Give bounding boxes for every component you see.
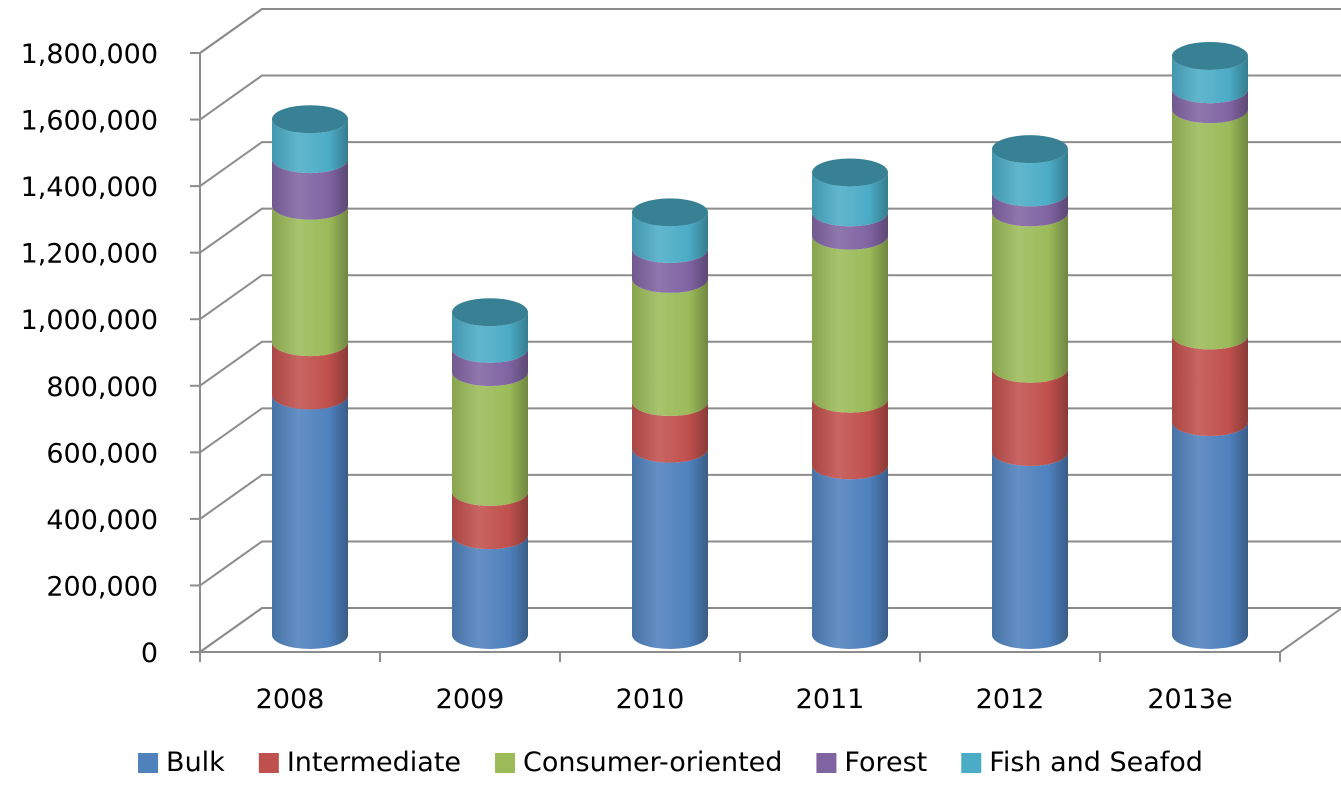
x-tick-label: 2013e xyxy=(1147,684,1232,715)
bar-top-cap xyxy=(812,158,888,187)
bar-segment-consumer-oriented xyxy=(452,372,528,506)
x-tick-label: 2012 xyxy=(976,684,1045,715)
back-wall-top xyxy=(199,8,1341,54)
legend-item-intermediate: Intermediate xyxy=(258,747,461,778)
chart-walls xyxy=(199,8,1341,653)
legend-label: Fish and Seafod xyxy=(989,747,1203,778)
y-tick-label: 1,400,000 xyxy=(21,172,158,203)
y-tick-label: 400,000 xyxy=(46,505,158,536)
legend-item-fish-and-seafod: Fish and Seafod xyxy=(961,747,1203,778)
y-axis-tick-labels: 0 200,000 400,000 600,000 800,000 1,000,000 1,… xyxy=(21,39,158,669)
y-tick-label: 0 xyxy=(141,638,158,669)
bar-top-cap xyxy=(632,198,708,227)
bar-segment-fish-and-seafod xyxy=(812,172,888,227)
legend-item-forest: Forest xyxy=(816,747,927,778)
legend-swatch xyxy=(138,753,159,773)
bar-segment-forest xyxy=(812,212,888,250)
bar-segment-intermediate xyxy=(992,368,1068,466)
bar-segment-fish-and-seafod xyxy=(632,212,708,263)
bar-segment-fish-and-seafod xyxy=(272,119,348,174)
gridline xyxy=(199,607,1341,653)
bar-segment-fish-and-seafod xyxy=(1172,55,1248,104)
bar-segment-consumer-oriented xyxy=(272,205,348,357)
legend: Bulk Intermediate Consumer-oriented Forest F… xyxy=(138,747,1203,778)
bar-segment-intermediate xyxy=(812,398,888,480)
bar-segment-consumer-oriented xyxy=(632,278,708,417)
y-tick-label: 600,000 xyxy=(46,438,158,469)
bar-segment-forest xyxy=(632,248,708,293)
y-tick-label: 800,000 xyxy=(46,372,158,403)
bar-segment-consumer-oriented xyxy=(1172,109,1248,350)
bar-segment-forest xyxy=(992,192,1068,227)
bar-segment-bulk xyxy=(452,535,528,649)
gridline xyxy=(199,473,1341,520)
bar-segment-forest xyxy=(452,348,528,387)
bar-segment-intermediate xyxy=(1172,335,1248,437)
x-tick-label: 2008 xyxy=(256,684,325,715)
legend-swatch xyxy=(258,753,279,773)
gridline xyxy=(199,340,1341,387)
bar-stack-2010 xyxy=(632,198,708,649)
legend-swatch xyxy=(816,753,837,773)
bar-segment-consumer-oriented xyxy=(992,212,1068,383)
bars xyxy=(272,41,1248,649)
gridline xyxy=(199,407,1341,454)
bar-stack-2011 xyxy=(812,158,888,649)
gridline xyxy=(199,141,1341,187)
legend-label: Intermediate xyxy=(287,747,461,778)
y-tick-label: 1,200,000 xyxy=(21,239,158,270)
bar-segment-bulk xyxy=(812,465,888,649)
bar-segment-intermediate xyxy=(272,342,348,410)
gridline xyxy=(199,8,1341,54)
bar-segment-bulk xyxy=(1172,422,1248,649)
bar-segment-consumer-oriented xyxy=(812,235,888,413)
bar-segment-intermediate xyxy=(452,491,528,550)
gridlines xyxy=(199,8,1341,653)
legend-label: Bulk xyxy=(166,747,225,778)
bar-segment-bulk xyxy=(632,448,708,649)
x-axis-tick-labels: 2008 2009 2010 2011 2012 2013e xyxy=(256,684,1233,715)
bar-top-cap xyxy=(452,298,528,327)
axes xyxy=(190,52,1281,662)
y-tick-label: 1,000,000 xyxy=(21,305,158,336)
x-tick-label: 2011 xyxy=(796,684,865,715)
gridline xyxy=(199,274,1341,321)
bar-segment-fish-and-seafod xyxy=(452,312,528,363)
x-tick-label: 2009 xyxy=(436,684,505,715)
bar-segment-forest xyxy=(272,159,348,220)
bar-segment-bulk xyxy=(992,451,1068,649)
bar-stack-2013e xyxy=(1172,41,1248,649)
y-tick-label: 200,000 xyxy=(46,571,158,602)
bar-segment-fish-and-seafod xyxy=(992,149,1068,207)
bar-top-cap xyxy=(1172,41,1248,70)
bar-segment-bulk xyxy=(272,395,348,649)
bar-top-cap xyxy=(992,135,1068,164)
legend-swatch xyxy=(961,753,982,773)
gridline xyxy=(199,207,1341,254)
y-tick-label: 1,600,000 xyxy=(21,106,158,137)
bar-segment-forest xyxy=(1172,89,1248,124)
gridline xyxy=(199,540,1341,587)
floor-outline xyxy=(199,607,1341,653)
legend-item-consumer-oriented: Consumer-oriented xyxy=(495,747,782,778)
legend-item-bulk: Bulk xyxy=(138,747,225,778)
bar-stack-2008 xyxy=(272,105,348,649)
bar-stack-2009 xyxy=(452,298,528,649)
y-tick-label: 1,800,000 xyxy=(21,39,158,70)
bar-stack-2012 xyxy=(992,135,1068,649)
legend-label: Consumer-oriented xyxy=(523,747,782,778)
legend-label: Forest xyxy=(844,747,927,778)
legend-swatch xyxy=(495,753,516,773)
x-tick-label: 2010 xyxy=(616,684,685,715)
bar-segment-intermediate xyxy=(632,402,708,463)
bar-top-cap xyxy=(272,105,348,134)
gridline xyxy=(199,74,1341,121)
